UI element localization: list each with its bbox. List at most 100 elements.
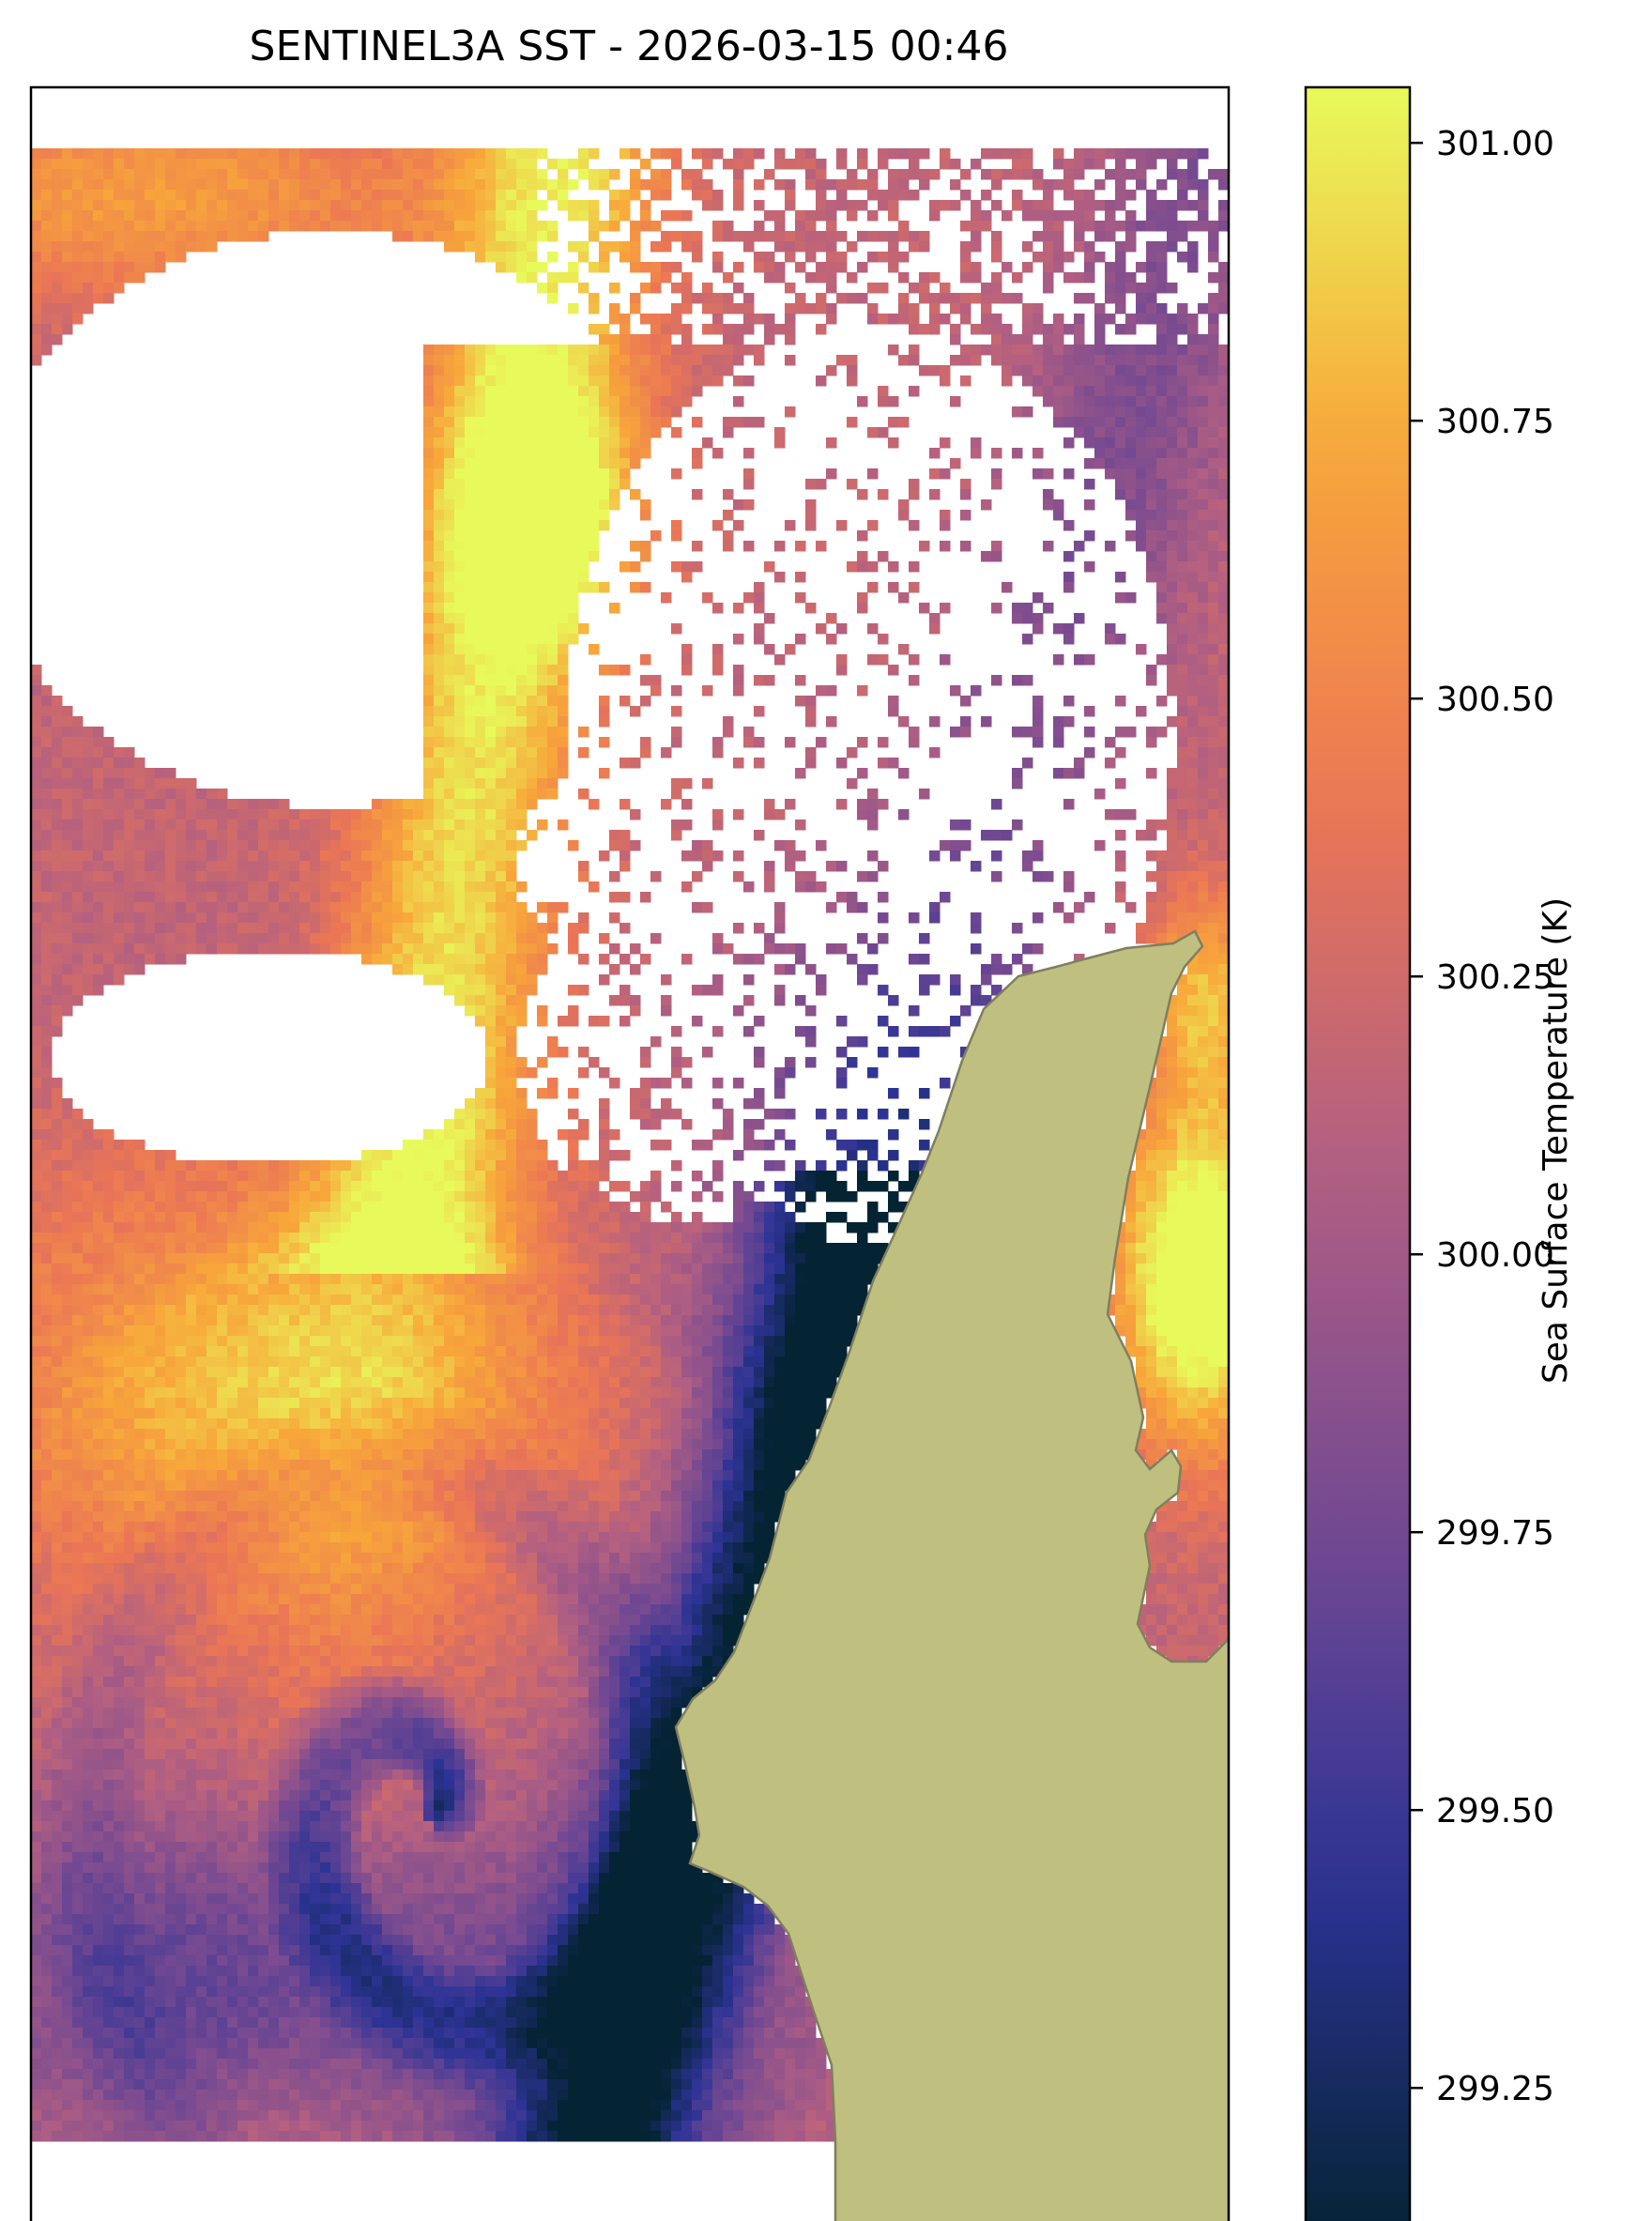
sst-pixel bbox=[434, 582, 445, 593]
sst-pixel bbox=[589, 303, 600, 314]
sst-pixel bbox=[124, 850, 135, 862]
sst-pixel bbox=[341, 179, 352, 191]
sst-pixel bbox=[599, 468, 610, 480]
sst-pixel bbox=[196, 1181, 207, 1192]
sst-pixel bbox=[671, 1047, 682, 1058]
sst-pixel bbox=[609, 1078, 620, 1089]
sst-pixel bbox=[537, 623, 548, 635]
sst-pixel bbox=[454, 499, 466, 511]
sst-pixel bbox=[847, 747, 858, 758]
sst-pixel bbox=[506, 572, 517, 583]
sst-pixel bbox=[1146, 448, 1157, 459]
sst-pixel bbox=[237, 1181, 249, 1192]
sst-pixel bbox=[392, 1212, 404, 1223]
sst-pixel bbox=[465, 1129, 476, 1141]
sst-pixel bbox=[527, 685, 538, 697]
sst-pixel bbox=[434, 706, 445, 717]
sst-pixel bbox=[186, 1191, 197, 1202]
sst-pixel bbox=[134, 850, 145, 862]
sst-pixel bbox=[1084, 262, 1095, 273]
sst-pixel bbox=[1177, 1119, 1188, 1130]
sst-pixel bbox=[186, 241, 197, 253]
sst-pixel bbox=[475, 406, 486, 418]
sst-pixel bbox=[475, 943, 486, 955]
sst-pixel bbox=[289, 179, 300, 191]
sst-pixel bbox=[423, 221, 435, 232]
sst-pixel bbox=[114, 159, 125, 170]
sst-pixel bbox=[93, 943, 104, 955]
sst-pixel bbox=[31, 1181, 42, 1192]
sst-pixel bbox=[454, 1171, 466, 1182]
sst-pixel bbox=[847, 1150, 858, 1161]
sst-pixel bbox=[1063, 365, 1075, 376]
sst-pixel bbox=[516, 448, 528, 459]
sst-pixel bbox=[1208, 1078, 1219, 1089]
sst-pixel bbox=[423, 1202, 435, 1213]
sst-pixel bbox=[1208, 592, 1219, 604]
sst-pixel bbox=[444, 768, 455, 779]
sst-pixel bbox=[31, 241, 42, 253]
sst-pixel bbox=[1208, 375, 1219, 387]
sst-pixel bbox=[1074, 654, 1085, 666]
sst-pixel bbox=[671, 262, 682, 273]
sst-pixel bbox=[1125, 386, 1137, 397]
sst-pixel bbox=[527, 964, 538, 975]
sst-pixel bbox=[1156, 252, 1168, 263]
sst-pixel bbox=[558, 510, 569, 521]
sst-pixel bbox=[558, 1191, 569, 1202]
sst-pixel bbox=[661, 345, 672, 356]
sst-pixel bbox=[909, 1160, 920, 1172]
sst-pixel bbox=[506, 727, 517, 738]
sst-pixel bbox=[1032, 231, 1044, 242]
sst-pixel bbox=[650, 324, 662, 335]
sst-pixel bbox=[454, 1109, 466, 1120]
sst-pixel bbox=[785, 283, 796, 294]
sst-pixel bbox=[620, 458, 631, 469]
sst-pixel bbox=[83, 861, 94, 872]
sst-pixel bbox=[1043, 365, 1054, 376]
sst-pixel bbox=[83, 1212, 94, 1223]
sst-pixel bbox=[93, 747, 104, 758]
sst-pixel bbox=[599, 324, 610, 335]
sst-pixel bbox=[72, 881, 84, 893]
sst-pixel bbox=[712, 747, 724, 758]
sst-pixel bbox=[403, 830, 414, 841]
sst-pixel bbox=[1177, 706, 1188, 717]
sst-pixel bbox=[609, 1150, 620, 1161]
sst-pixel bbox=[1187, 778, 1199, 789]
sst-pixel bbox=[258, 210, 269, 222]
sst-pixel bbox=[496, 768, 507, 779]
sst-pixel bbox=[310, 943, 321, 955]
sst-pixel bbox=[423, 613, 435, 624]
sst-pixel bbox=[1208, 520, 1219, 531]
sst-pixel bbox=[671, 1057, 682, 1068]
sst-pixel bbox=[537, 448, 548, 459]
sst-pixel bbox=[496, 871, 507, 882]
sst-pixel bbox=[712, 985, 724, 996]
sst-pixel bbox=[475, 1109, 486, 1120]
sst-pixel bbox=[423, 1171, 435, 1182]
sst-pixel bbox=[485, 727, 497, 738]
sst-pixel bbox=[465, 355, 476, 366]
sst-pixel bbox=[981, 190, 992, 201]
sst-pixel bbox=[847, 1057, 858, 1068]
sst-pixel bbox=[506, 417, 517, 428]
sst-pixel bbox=[62, 221, 73, 232]
sst-pixel bbox=[62, 799, 73, 810]
sst-pixel bbox=[330, 871, 342, 882]
sst-pixel bbox=[465, 654, 476, 666]
sst-pixel bbox=[485, 479, 497, 490]
sst-pixel bbox=[506, 943, 517, 955]
sst-pixel bbox=[62, 737, 73, 748]
sst-pixel bbox=[423, 954, 435, 965]
sst-pixel bbox=[558, 561, 569, 573]
sst-pixel bbox=[320, 1191, 331, 1202]
sst-pixel bbox=[258, 902, 269, 913]
sst-pixel bbox=[547, 1047, 558, 1058]
sst-pixel bbox=[62, 1191, 73, 1202]
sst-pixel bbox=[692, 252, 703, 263]
sst-pixel bbox=[465, 479, 476, 490]
sst-pixel bbox=[434, 468, 445, 480]
sst-pixel bbox=[888, 210, 899, 222]
sst-pixel bbox=[1074, 159, 1085, 170]
